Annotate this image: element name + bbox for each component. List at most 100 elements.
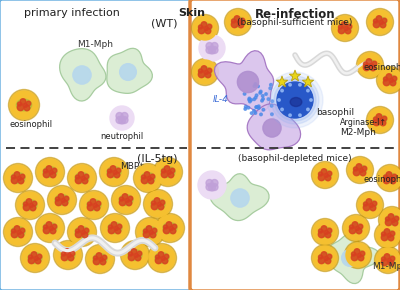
Circle shape xyxy=(69,219,95,245)
Circle shape xyxy=(126,199,129,202)
Circle shape xyxy=(115,228,121,234)
Circle shape xyxy=(260,113,262,116)
Circle shape xyxy=(376,248,400,272)
Circle shape xyxy=(20,99,26,104)
Circle shape xyxy=(376,164,400,191)
Circle shape xyxy=(144,229,148,233)
Circle shape xyxy=(55,242,81,268)
Circle shape xyxy=(353,169,360,176)
Circle shape xyxy=(20,174,25,179)
Ellipse shape xyxy=(61,249,75,260)
Polygon shape xyxy=(60,49,106,101)
Circle shape xyxy=(313,246,337,270)
Circle shape xyxy=(256,106,258,108)
Ellipse shape xyxy=(382,230,394,240)
Circle shape xyxy=(148,244,176,273)
Circle shape xyxy=(36,157,64,186)
Circle shape xyxy=(325,258,331,264)
Circle shape xyxy=(87,204,94,211)
Circle shape xyxy=(370,204,373,207)
Circle shape xyxy=(344,216,368,240)
Circle shape xyxy=(238,22,244,28)
Circle shape xyxy=(156,255,160,259)
Circle shape xyxy=(199,35,225,61)
Circle shape xyxy=(261,99,263,102)
Circle shape xyxy=(374,246,400,273)
Ellipse shape xyxy=(75,173,89,184)
Circle shape xyxy=(198,27,205,34)
Circle shape xyxy=(259,92,262,94)
Text: eosinophil: eosinophil xyxy=(363,64,400,72)
Ellipse shape xyxy=(43,166,57,177)
Circle shape xyxy=(383,79,390,86)
Circle shape xyxy=(382,116,387,121)
Circle shape xyxy=(352,222,358,227)
Circle shape xyxy=(354,249,360,254)
Circle shape xyxy=(50,171,53,174)
Circle shape xyxy=(318,255,322,259)
Circle shape xyxy=(198,69,202,73)
Circle shape xyxy=(100,258,103,261)
Polygon shape xyxy=(302,76,314,87)
Ellipse shape xyxy=(351,250,365,260)
Ellipse shape xyxy=(119,195,133,206)
Circle shape xyxy=(20,228,25,233)
Circle shape xyxy=(162,257,165,260)
Ellipse shape xyxy=(161,166,175,177)
Circle shape xyxy=(384,175,388,179)
Circle shape xyxy=(244,108,246,110)
Circle shape xyxy=(8,90,40,121)
Circle shape xyxy=(17,192,43,218)
Circle shape xyxy=(237,71,259,93)
Circle shape xyxy=(18,177,21,180)
Circle shape xyxy=(46,222,52,227)
Ellipse shape xyxy=(198,67,212,77)
Circle shape xyxy=(46,166,52,171)
Circle shape xyxy=(26,199,32,204)
FancyBboxPatch shape xyxy=(190,0,400,290)
Circle shape xyxy=(152,201,156,205)
Circle shape xyxy=(364,202,368,206)
Circle shape xyxy=(263,119,281,137)
Circle shape xyxy=(345,27,348,30)
Circle shape xyxy=(168,171,171,174)
Text: (basophil-depleted mice): (basophil-depleted mice) xyxy=(238,154,352,163)
Circle shape xyxy=(64,196,69,201)
Polygon shape xyxy=(210,174,269,221)
Ellipse shape xyxy=(128,249,142,260)
Circle shape xyxy=(376,16,382,21)
Circle shape xyxy=(69,165,95,191)
Text: primary infection: primary infection xyxy=(24,8,120,18)
Circle shape xyxy=(385,219,392,226)
Circle shape xyxy=(278,99,280,101)
Circle shape xyxy=(14,226,20,231)
Circle shape xyxy=(96,201,101,206)
Circle shape xyxy=(151,203,158,210)
Circle shape xyxy=(121,117,128,124)
Circle shape xyxy=(100,259,106,265)
Circle shape xyxy=(244,105,247,108)
Circle shape xyxy=(342,250,358,266)
Circle shape xyxy=(262,98,264,100)
Circle shape xyxy=(363,204,370,211)
Ellipse shape xyxy=(318,170,332,180)
Circle shape xyxy=(211,180,218,186)
Text: IL-4: IL-4 xyxy=(213,95,229,104)
Circle shape xyxy=(94,256,98,260)
Circle shape xyxy=(384,254,390,259)
Circle shape xyxy=(62,252,66,256)
Ellipse shape xyxy=(108,222,122,233)
Text: (IL-5tg): (IL-5tg) xyxy=(138,154,178,164)
Circle shape xyxy=(390,256,395,261)
Circle shape xyxy=(390,80,396,86)
Circle shape xyxy=(24,104,27,107)
Circle shape xyxy=(11,177,18,184)
Circle shape xyxy=(253,110,255,112)
Circle shape xyxy=(254,96,257,99)
Circle shape xyxy=(75,177,82,184)
Circle shape xyxy=(321,252,327,257)
Circle shape xyxy=(150,232,156,238)
Circle shape xyxy=(20,244,50,273)
Circle shape xyxy=(372,61,377,66)
Circle shape xyxy=(360,169,363,172)
